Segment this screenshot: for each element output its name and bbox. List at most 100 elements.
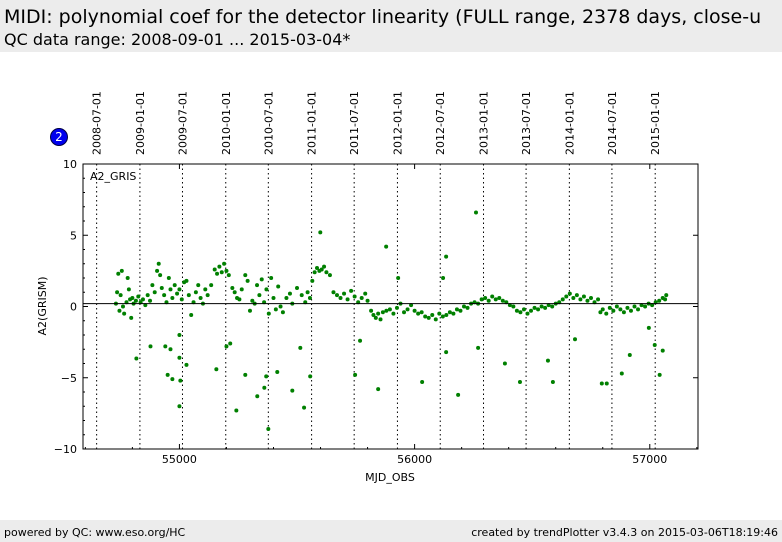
- plot-number-badge: 2: [50, 128, 68, 146]
- data-point: [255, 283, 260, 288]
- data-point: [525, 311, 530, 316]
- data-point: [479, 297, 484, 302]
- data-point: [228, 341, 233, 346]
- data-point: [234, 408, 239, 413]
- data-point: [307, 295, 312, 300]
- data-point: [396, 276, 401, 280]
- data-point: [543, 305, 548, 310]
- data-point: [532, 305, 537, 310]
- data-point: [232, 290, 237, 295]
- data-point: [545, 358, 550, 363]
- data-point: [243, 273, 248, 278]
- data-point: [378, 317, 383, 322]
- data-point: [318, 230, 323, 235]
- data-point: [116, 271, 121, 276]
- data-point: [502, 361, 507, 366]
- data-point: [295, 285, 300, 290]
- data-point: [636, 307, 641, 312]
- data-point: [518, 310, 523, 315]
- data-point: [402, 310, 407, 315]
- data-point: [224, 344, 229, 349]
- date-marker-label: 2015-01-01: [649, 91, 662, 155]
- data-point: [384, 308, 389, 313]
- data-point: [444, 254, 449, 259]
- data-point: [376, 387, 381, 392]
- data-point: [371, 313, 376, 318]
- data-point: [275, 370, 280, 375]
- data-point: [334, 293, 339, 298]
- data-point: [420, 380, 425, 385]
- data-point: [486, 298, 491, 303]
- data-point: [476, 345, 481, 350]
- data-point: [122, 311, 127, 316]
- data-point: [308, 374, 313, 379]
- data-point: [493, 297, 498, 302]
- data-point: [198, 295, 203, 300]
- data-point: [416, 311, 421, 316]
- data-point: [358, 338, 363, 343]
- data-point: [373, 315, 378, 320]
- data-point: [205, 293, 210, 298]
- data-point: [380, 310, 385, 315]
- data-point: [391, 311, 396, 316]
- data-point: [660, 348, 665, 353]
- data-point: [604, 311, 609, 316]
- x-tick-label: 57000: [632, 453, 667, 466]
- data-point: [621, 310, 626, 315]
- panel-label: A2_GRIS: [90, 170, 136, 183]
- data-point: [118, 293, 123, 298]
- data-point: [273, 307, 278, 312]
- data-point: [444, 313, 449, 318]
- data-point: [550, 380, 555, 385]
- data-point: [454, 307, 459, 312]
- data-point: [255, 394, 260, 399]
- data-point: [628, 308, 633, 313]
- x-tick-label: 56000: [397, 453, 432, 466]
- data-point: [441, 276, 446, 280]
- data-point: [179, 297, 184, 302]
- data-point: [560, 297, 565, 302]
- data-point: [177, 333, 182, 337]
- data-point: [269, 276, 274, 280]
- data-point: [120, 304, 125, 309]
- data-point: [567, 291, 572, 296]
- data-point: [239, 287, 244, 292]
- data-point: [184, 278, 189, 283]
- data-point: [365, 298, 370, 303]
- data-point: [177, 287, 182, 292]
- data-point: [165, 372, 170, 377]
- date-marker-label: 2013-07-01: [520, 91, 533, 155]
- footer: powered by QC: www.eso.org/HC created by…: [0, 520, 782, 542]
- data-point: [440, 314, 445, 319]
- data-point: [257, 293, 262, 298]
- footer-credit: powered by QC: www.eso.org/HC: [4, 526, 186, 539]
- data-point: [162, 293, 167, 298]
- data-point: [394, 305, 399, 310]
- x-tick-label: 55000: [162, 453, 197, 466]
- data-point: [574, 293, 579, 298]
- data-point: [419, 310, 424, 315]
- data-point: [287, 291, 292, 296]
- data-point: [588, 295, 593, 300]
- data-point: [349, 288, 354, 293]
- data-point: [193, 290, 198, 295]
- data-point: [148, 298, 153, 303]
- data-point: [500, 298, 505, 303]
- data-point: [564, 294, 569, 299]
- data-point: [426, 315, 431, 320]
- data-point: [145, 293, 150, 298]
- data-point: [177, 404, 182, 409]
- data-point: [539, 304, 544, 309]
- data-point: [611, 308, 616, 313]
- data-point: [632, 304, 637, 309]
- data-point: [646, 325, 651, 330]
- date-marker-label: 2013-01-01: [478, 91, 491, 155]
- data-point: [353, 372, 358, 377]
- date-marker-label: 2012-07-01: [434, 91, 447, 155]
- data-point: [387, 307, 392, 312]
- data-point: [529, 308, 534, 313]
- date-marker-label: 2008-07-01: [91, 91, 104, 155]
- data-point: [517, 380, 522, 385]
- data-point: [657, 372, 662, 377]
- header: MIDI: polynomial coef for the detector l…: [0, 0, 782, 52]
